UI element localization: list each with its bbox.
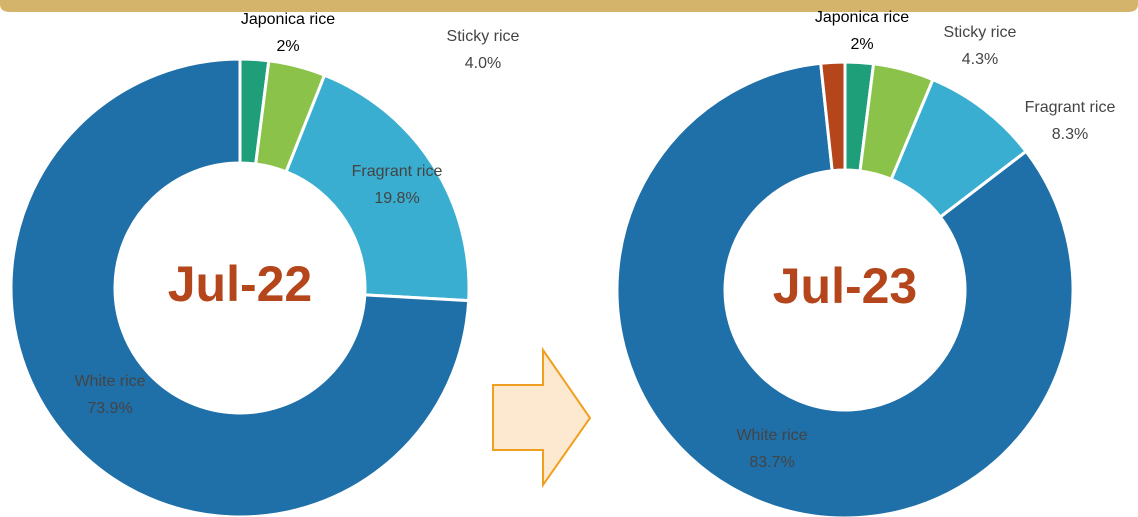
slice-value: 2% [276,38,299,55]
slice-value: 19.8% [374,190,419,207]
center-title: Jul-22 [168,256,313,312]
slice-value: 4.0% [465,55,501,72]
arrow [492,346,592,489]
slice-value: 4.3% [962,51,998,68]
slice [284,73,471,303]
slice-value: 8.3% [1052,126,1088,143]
slice-value: 73.9% [87,400,132,417]
center-title: Jul-23 [773,258,918,314]
slice-name: Japonica rice [241,11,335,28]
slice [615,61,1075,517]
slice-name: White rice [74,373,145,390]
slice-name: White rice [736,427,807,444]
slice-name: Sticky rice [944,24,1017,41]
slice [9,57,471,517]
slice-name: Japonica rice [815,9,909,26]
slice-name: Sticky rice [447,28,520,45]
slice-value: 83.7% [749,454,794,471]
slice-value: 2% [850,36,873,53]
slice-name: Fragrant rice [1025,99,1116,116]
slice [819,60,847,173]
top-bar [0,0,1138,12]
slice-name: Fragrant rice [352,163,443,180]
